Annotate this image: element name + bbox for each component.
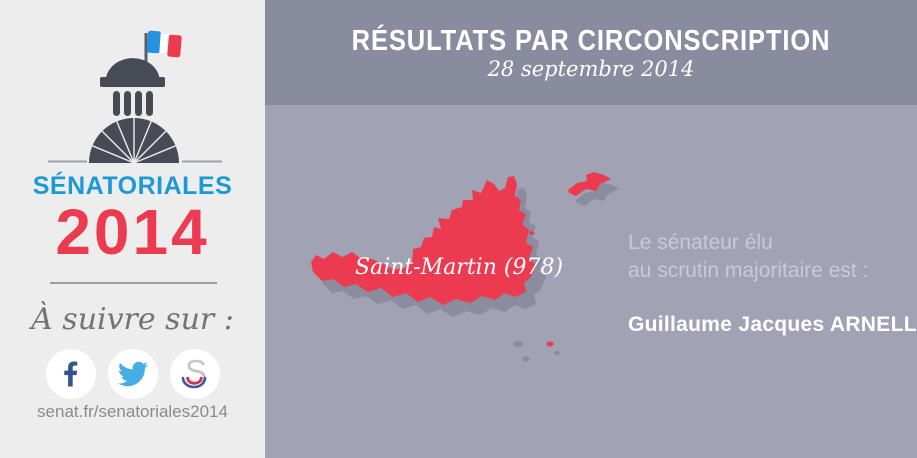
senat-button[interactable]: S xyxy=(169,349,220,399)
facebook-icon xyxy=(63,361,77,387)
flag-pole xyxy=(144,33,148,75)
french-flag-icon xyxy=(147,30,182,58)
site-url: senat.fr/senatoriales2014 xyxy=(37,402,228,421)
hemicycle-lines xyxy=(92,118,176,164)
facebook-button[interactable] xyxy=(45,349,96,399)
social-links: S xyxy=(0,349,265,399)
page-title: RÉSULTATS PAR CIRCONSCRIPTION xyxy=(351,25,831,57)
map-label: Saint-Martin (978) xyxy=(355,255,564,280)
senate-dome-logo xyxy=(48,30,222,164)
follow-label: À suivre sur : xyxy=(31,302,234,337)
brand-senatoriales: SÉNATORIALES xyxy=(32,172,233,200)
sidebar-divider xyxy=(50,282,217,284)
map-shadow xyxy=(321,182,619,362)
result-intro-line2: au scrutin majoritaire est : xyxy=(628,259,869,282)
result-text-block: Le sénateur élu au scrutin majoritaire e… xyxy=(628,229,917,337)
twitter-icon xyxy=(117,361,148,387)
saint-martin-map xyxy=(311,172,619,362)
result-panel: Saint-Martin (978) Le sénateur élu au sc… xyxy=(265,105,917,458)
election-date: 28 septembre 2014 xyxy=(487,57,695,81)
map-island xyxy=(311,172,611,347)
sidebar: SÉNATORIALES 2014 À suivre sur : S xyxy=(0,0,265,458)
twitter-button[interactable] xyxy=(107,349,158,399)
results-header: RÉSULTATS PAR CIRCONSCRIPTION 28 septemb… xyxy=(265,0,917,105)
winner-name: Guillaume Jacques ARNELL xyxy=(628,313,917,336)
result-intro-line1: Le sénateur élu xyxy=(628,231,773,254)
senat-icon: S xyxy=(181,353,207,390)
brand-year-2014: 2014 xyxy=(55,196,210,268)
